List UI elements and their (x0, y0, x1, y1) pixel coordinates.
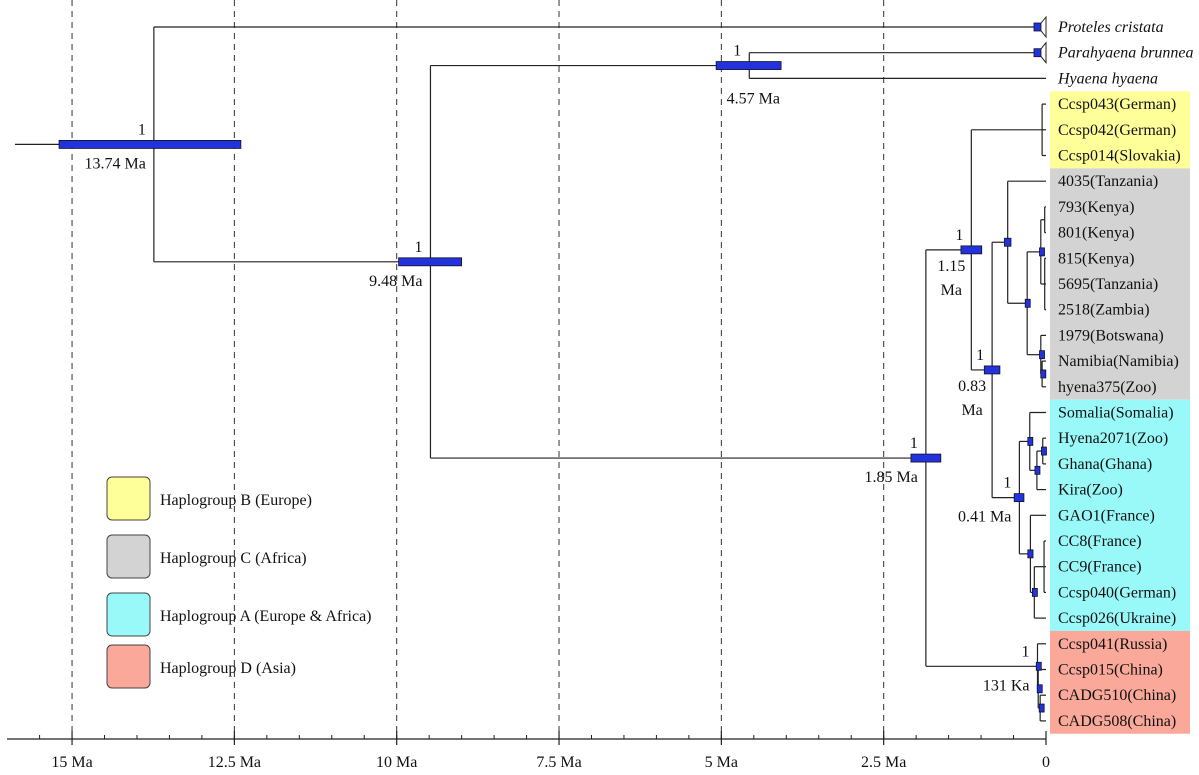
haplogroup-highlights (1050, 91, 1190, 734)
hpd-bar (1041, 446, 1047, 456)
hpd-bar (1039, 350, 1045, 360)
tip-label: Hyaena hyaena (1057, 70, 1158, 87)
legend-label-A: Haplogroup A (Europe & Africa) (160, 608, 372, 625)
axis-tick-label: 7.5 Ma (536, 754, 581, 771)
node-age-label: 1.85 Ma (865, 469, 918, 486)
hpd-bar (58, 140, 242, 149)
hpd-bar (1038, 703, 1045, 713)
tip-label: Ccsp040(German) (1058, 584, 1176, 601)
hpd-bar (398, 257, 463, 267)
time-axis: 15 Ma 12.5 Ma 10 Ma 7.5 Ma 5 Ma 2.5 Ma 0 (7, 731, 1050, 771)
posterior-label: 1 (976, 347, 984, 364)
hpd-bar (1033, 22, 1042, 32)
collapsed-clade-triangle (1037, 15, 1047, 39)
tip-label: 801(Kenya) (1058, 225, 1134, 242)
tip-label: Ghana(Ghana) (1058, 456, 1152, 473)
node-age-label: 1.15 Ma (937, 258, 965, 299)
hpd-bar (1036, 684, 1043, 694)
tip-label: 793(Kenya) (1058, 199, 1134, 216)
hpd-bar (1035, 661, 1042, 671)
hpd-bar (1024, 298, 1031, 308)
posterior-label: 1 (414, 239, 422, 256)
hpd-bar (1013, 493, 1025, 503)
hpd-bar (910, 453, 942, 463)
axis-tick-label: 5 Ma (705, 754, 738, 771)
axis-tick-label: 15 Ma (51, 754, 92, 771)
posterior-label: 1 (1021, 643, 1029, 660)
tip-labels: Proteles cristata Parahyaena brunnea Hyaen… (1057, 19, 1194, 730)
tip-label: CC9(France) (1058, 559, 1142, 576)
highlight-haplogroup-B (1050, 91, 1190, 169)
hpd-bar (1040, 369, 1047, 379)
node-age-label: 0.41 Ma (958, 509, 1011, 526)
node-labels: 1 4.57 Ma 1 0.41 Ma 1 0.83 Ma 1 1.15 Ma 1 131 Ka 1 1.… (85, 43, 1030, 695)
tip-label: Proteles cristata (1057, 19, 1164, 36)
axis-tick-label: 2.5 Ma (861, 754, 906, 771)
tip-label: hyena375(Zoo) (1058, 379, 1157, 396)
tip-label: 2518(Zambia) (1058, 302, 1150, 319)
node-age-label: 13.74 Ma (85, 155, 146, 172)
tip-label: Ccsp043(German) (1058, 96, 1176, 113)
tip-label: CADG508(China) (1058, 713, 1176, 730)
axis-tick-label: 10 Ma (376, 754, 417, 771)
posterior-label: 1 (138, 121, 146, 138)
legend-swatch-D (106, 644, 151, 689)
hpd-bar (1039, 247, 1045, 257)
posterior-label: 1 (733, 43, 741, 60)
collapsed-clade-triangle (1037, 41, 1047, 65)
tip-label: Somalia(Somalia) (1058, 405, 1174, 422)
tip-label: 4035(Tanzania) (1058, 173, 1158, 190)
tip-label: Ccsp026(Ukraine) (1058, 610, 1176, 627)
hpd-bar (1027, 437, 1034, 446)
hpd-bar (960, 245, 983, 255)
legend-swatch-A (106, 592, 151, 637)
hpd-bar (1033, 48, 1042, 58)
tip-label: CC8(France) (1058, 533, 1142, 550)
legend: Haplogroup B (Europe) Haplogroup C (Afric… (106, 476, 372, 689)
tip-label: Ccsp014(Slovakia) (1058, 148, 1181, 165)
tip-label: CADG510(China) (1058, 687, 1176, 704)
tip-label: Parahyaena brunnea (1057, 45, 1194, 62)
axis-tick-label: 12.5 Ma (208, 754, 261, 771)
tip-label: GAO1(France) (1058, 507, 1155, 524)
tip-label: 815(Kenya) (1058, 250, 1134, 267)
hpd-bar (1027, 549, 1034, 559)
axis-tick-label: 0 (1042, 754, 1050, 771)
tip-label: Ccsp015(China) (1058, 662, 1163, 679)
legend-label-C: Haplogroup C (Africa) (160, 550, 307, 567)
legend-swatch-B (106, 476, 151, 521)
node-age-label: 4.57 Ma (727, 91, 780, 108)
tip-label: 5695(Tanzania) (1058, 276, 1158, 293)
posterior-label: 1 (955, 227, 963, 244)
hpd-bar (1004, 237, 1012, 247)
node-age-label: 0.83 Ma (958, 378, 986, 419)
tip-label: Hyena2071(Zoo) (1058, 430, 1168, 447)
tip-label: Ccsp042(German) (1058, 122, 1176, 139)
tip-label: Namibia(Namibia) (1058, 353, 1179, 370)
time-gridlines (71, 0, 885, 739)
highlight-haplogroup-A (1050, 399, 1190, 631)
posterior-label: 1 (910, 435, 918, 452)
tip-label: Kira(Zoo) (1058, 482, 1123, 499)
highlight-haplogroup-C (1050, 168, 1190, 400)
tip-label: Ccsp041(Russia) (1058, 636, 1167, 653)
hpd-bar (1034, 465, 1041, 475)
node-age-label: 131 Ka (983, 677, 1030, 694)
hpd-bar (715, 61, 782, 70)
legend-swatch-C (106, 534, 151, 579)
hpd-bars (58, 22, 1047, 713)
node-age-label: 9.48 Ma (369, 273, 422, 290)
tip-label: 1979(Botswana) (1058, 327, 1164, 344)
hpd-bar (983, 365, 1001, 375)
legend-label-B: Haplogroup B (Europe) (160, 492, 312, 509)
posterior-label: 1 (1003, 475, 1011, 492)
highlight-haplogroup-D (1050, 630, 1190, 734)
legend-label-D: Haplogroup D (Asia) (160, 660, 296, 677)
hpd-bar (1031, 588, 1038, 597)
